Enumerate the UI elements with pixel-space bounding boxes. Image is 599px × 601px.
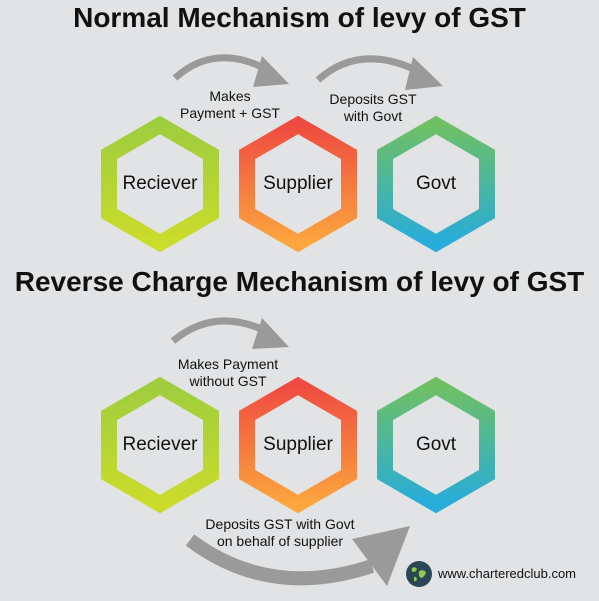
arrow-receiver-to-supplier-reverse bbox=[170, 317, 289, 349]
hexagon-reciever-reverse bbox=[101, 376, 219, 514]
note-deposits-gst-with-govt: Deposits GST with Govt bbox=[329, 91, 417, 124]
hexagon-govt-reverse bbox=[377, 376, 495, 514]
hexagon-supplier-normal bbox=[239, 115, 357, 253]
arrow-receiver-to-supplier-normal bbox=[172, 54, 289, 87]
hexagon-reciever-normal bbox=[101, 115, 219, 253]
hex-label-reciever-normal: Reciever bbox=[122, 173, 198, 194]
website-link[interactable]: www.charteredclub.com bbox=[438, 566, 576, 581]
hex-label-supplier-reverse: Supplier bbox=[263, 434, 333, 455]
hex-label-govt-normal: Govt bbox=[415, 173, 457, 194]
hex-label-govt-reverse: Govt bbox=[415, 434, 457, 455]
hex-label-supplier-normal: Supplier bbox=[263, 173, 333, 194]
note-deposits-on-behalf-of-supplier: Deposits GST with Govt on behalf of supp… bbox=[205, 516, 355, 549]
arrow-supplier-to-govt-normal bbox=[315, 55, 443, 90]
hexagon-supplier-reverse bbox=[239, 376, 357, 514]
arrow-receiver-to-govt-reverse bbox=[185, 526, 410, 586]
title-normal-mechanism: Normal Mechanism of levy of GST bbox=[73, 2, 526, 33]
hex-label-reciever-reverse: Reciever bbox=[122, 434, 198, 455]
note-makes-payment-gst: Makes Payment + GST bbox=[180, 88, 280, 121]
globe-icon bbox=[406, 561, 432, 587]
title-reverse-charge-mechanism: Reverse Charge Mechanism of levy of GST bbox=[14, 266, 585, 297]
hexagon-govt-normal bbox=[377, 115, 495, 253]
note-makes-payment-without-gst: Makes Payment without GST bbox=[177, 356, 279, 389]
